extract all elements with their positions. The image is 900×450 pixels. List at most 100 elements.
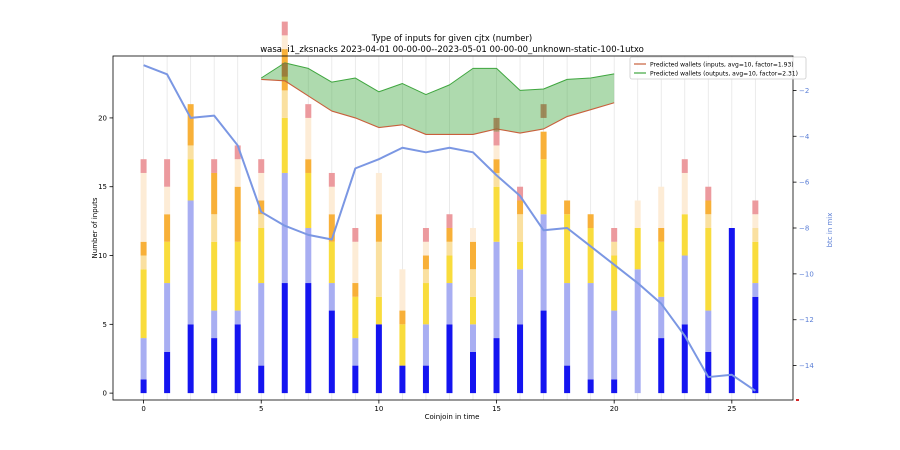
bar-segment xyxy=(328,241,335,284)
bar-segment xyxy=(352,283,359,297)
x-tick-label: 20 xyxy=(610,405,619,413)
bar-segment xyxy=(658,296,665,339)
bar-segment xyxy=(681,159,688,173)
bar-segment xyxy=(634,200,641,228)
bar-segment xyxy=(658,338,665,394)
bar-segment xyxy=(422,241,429,256)
legend-label: Predicted wallets (inputs, avg=10, facto… xyxy=(650,61,794,68)
bar-segment xyxy=(258,159,265,173)
bar-segment xyxy=(187,145,194,160)
bar-segment xyxy=(328,310,335,394)
bar-segment xyxy=(305,283,312,394)
x-tick-label: 0 xyxy=(141,405,145,413)
bar-segment xyxy=(281,35,288,50)
bar-segment xyxy=(517,324,524,394)
bar-segment xyxy=(211,241,218,311)
bar-segment xyxy=(352,228,359,242)
bar-segment xyxy=(234,324,241,394)
bar-segment xyxy=(140,269,147,339)
predicted-wallets-inputs-line xyxy=(261,78,615,135)
y2-tick-label: −10 xyxy=(799,270,814,278)
bar-segment xyxy=(281,283,288,394)
bar-segment xyxy=(681,172,688,215)
bar-segment xyxy=(634,228,641,270)
bar-segment xyxy=(493,172,500,187)
bar-segment xyxy=(258,365,265,394)
y-tick-label: 15 xyxy=(98,183,107,191)
bar-segment xyxy=(658,186,665,228)
bar-segment xyxy=(611,310,618,380)
bar-segment xyxy=(752,296,759,394)
bar-segment xyxy=(611,255,618,311)
bar-segment xyxy=(681,214,688,256)
bar-segment xyxy=(564,200,571,215)
bar-segment xyxy=(470,269,476,297)
bar-segment xyxy=(375,296,382,325)
bar-segment xyxy=(446,324,453,394)
bar-segment xyxy=(446,283,453,325)
bar-segment xyxy=(564,365,571,394)
bar-segment xyxy=(211,338,218,394)
bar-segment xyxy=(681,324,688,394)
bar-segment xyxy=(446,228,453,242)
bar-segment xyxy=(140,379,147,394)
bar-segment xyxy=(752,228,759,242)
btc-in-mix-line xyxy=(143,64,756,392)
plot-area: 0 5 10 15 20 25 0 5 10 15 20 −14 −12 −10 −8 −6 −4 −2 xyxy=(98,21,814,413)
bar-segment xyxy=(164,351,171,394)
bar-segment xyxy=(634,269,641,394)
bar-segment xyxy=(728,228,735,394)
bar-segment xyxy=(258,172,265,201)
chart-title: Type of inputs for given cjtx (number) w… xyxy=(260,34,644,55)
bar-segment xyxy=(752,241,759,284)
y-tick-label: 0 xyxy=(103,390,107,398)
bar-segment xyxy=(352,365,359,394)
x-tick-label: 10 xyxy=(374,405,383,413)
bar-segment xyxy=(352,241,359,284)
bar-segment xyxy=(399,324,406,366)
legend-box xyxy=(629,56,807,80)
x-tick-label: 25 xyxy=(727,405,736,413)
bar-segment xyxy=(705,186,712,201)
bar-segment xyxy=(234,145,241,160)
bar-segment xyxy=(422,255,429,270)
bar-segment xyxy=(446,241,453,256)
bar-segment xyxy=(281,21,288,36)
bar-segment xyxy=(752,214,759,228)
bar-segment xyxy=(493,145,500,160)
bar-segment xyxy=(752,283,759,297)
bar-segment xyxy=(493,186,500,242)
y-axis-label: Number of inputs xyxy=(91,197,99,258)
bar-segment xyxy=(611,379,618,394)
y2-tick-label: −12 xyxy=(799,316,814,324)
bar-segment xyxy=(705,214,712,228)
bar-segment xyxy=(540,310,547,394)
bar-segment xyxy=(375,241,382,297)
y2-tick-label: −8 xyxy=(799,225,809,233)
bar-segment xyxy=(305,117,312,160)
bar-segment xyxy=(564,283,571,366)
bar-segment xyxy=(705,200,712,215)
bar-segment xyxy=(493,131,500,146)
bar-segment xyxy=(211,310,218,339)
bar-segment xyxy=(352,338,359,366)
bar-segment xyxy=(258,283,265,366)
bar-segment xyxy=(517,269,524,325)
x-tick-label: 15 xyxy=(492,405,501,413)
bar-segment xyxy=(187,200,194,325)
bar-segment xyxy=(187,159,194,201)
bar-segment xyxy=(517,214,524,242)
bar-segment xyxy=(328,172,335,187)
bar-segment xyxy=(140,338,147,380)
bar-segment xyxy=(281,90,288,118)
predicted-wallets-outputs-line xyxy=(260,62,615,96)
bar-segment xyxy=(399,365,406,394)
bar-segment xyxy=(187,104,194,146)
bar-segment xyxy=(446,214,453,228)
bar-segment xyxy=(211,214,218,242)
bar-segment xyxy=(587,379,594,394)
bar-segment xyxy=(611,228,618,242)
bar-segment xyxy=(375,172,382,215)
bar-segment xyxy=(470,351,476,394)
